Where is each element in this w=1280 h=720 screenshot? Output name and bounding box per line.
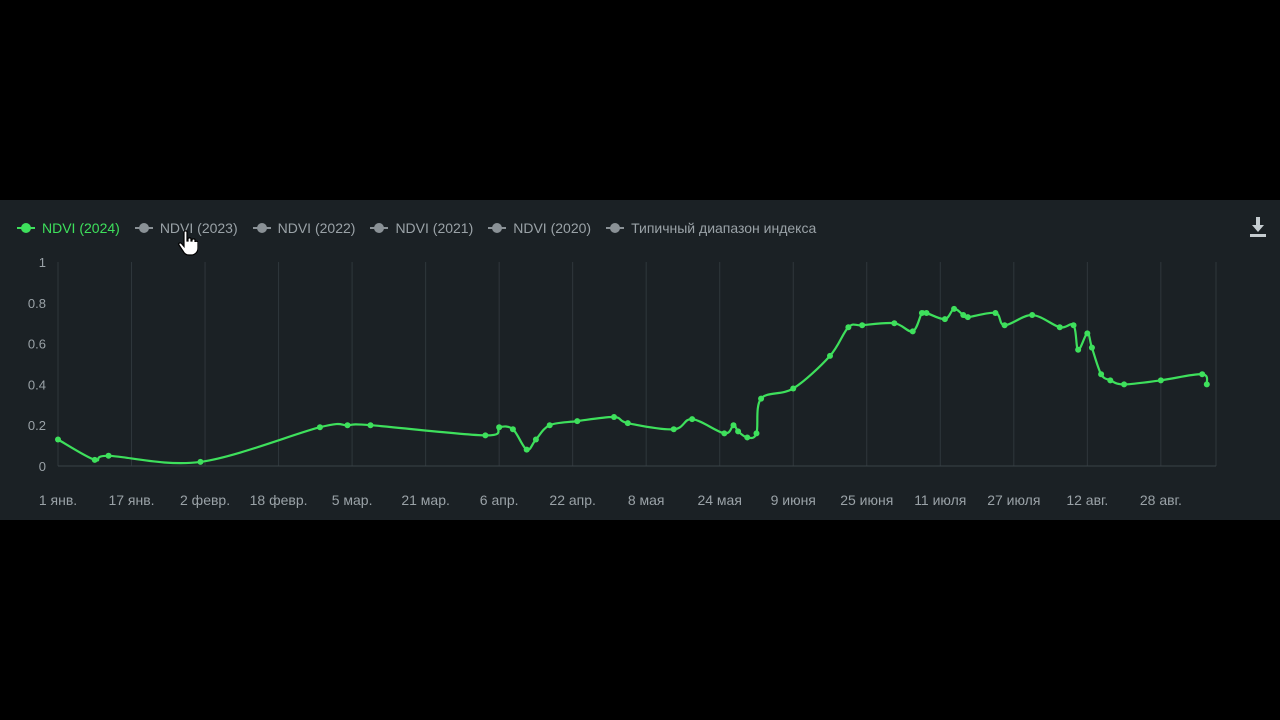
data-point (1088, 344, 1095, 351)
data-point (923, 310, 930, 316)
y-tick-label: 0 (39, 459, 46, 474)
data-point (367, 422, 374, 429)
legend-label: NDVI (2021) (395, 220, 474, 236)
data-point (1121, 381, 1128, 388)
data-point (523, 446, 530, 453)
data-point (496, 424, 503, 431)
data-point (482, 432, 489, 439)
series-line (57, 307, 1209, 465)
data-point (918, 310, 925, 316)
data-point (574, 418, 581, 425)
data-point (344, 422, 351, 429)
data-point (532, 436, 539, 443)
y-tick-label: 0.2 (28, 418, 46, 433)
data-point (827, 352, 833, 359)
x-tick-label: 11 июля (914, 492, 966, 508)
y-tick-label: 0.8 (28, 296, 46, 311)
legend-marker-icon (16, 222, 36, 234)
data-point (1075, 346, 1082, 353)
data-point (960, 312, 967, 319)
legend-item-5[interactable]: Типичный диапазон индекса (605, 220, 816, 236)
data-point (316, 424, 323, 431)
data-point (730, 422, 737, 429)
data-point (1098, 371, 1105, 378)
legend-label: Типичный диапазон индекса (631, 220, 817, 236)
legend-marker-icon (134, 222, 154, 234)
data-point (744, 434, 751, 441)
data-point (845, 324, 852, 331)
x-tick-label: 21 мар. (401, 492, 450, 508)
data-point (624, 420, 631, 427)
data-point (1001, 322, 1008, 329)
data-point (105, 452, 112, 459)
legend-label: NDVI (2024) (42, 220, 120, 236)
data-point (689, 416, 696, 423)
legend-item-4[interactable]: NDVI (2020) (487, 220, 591, 236)
data-point (1199, 371, 1206, 378)
x-tick-label: 22 апр. (549, 492, 596, 508)
ndvi-line-chart: 0 0.2 0.4 0.6 0.8 1 1 янв. 17 янв. 2 февр. 18 фев… (28, 255, 1217, 508)
legend-marker-icon (369, 222, 389, 234)
data-point (1107, 377, 1114, 384)
y-tick-label: 1 (39, 255, 46, 270)
data-point (1084, 330, 1091, 337)
download-icon[interactable] (1248, 216, 1268, 238)
y-tick-label: 0.6 (28, 337, 46, 352)
data-point (55, 436, 61, 443)
x-tick-label: 27 июля (987, 492, 1040, 508)
data-point (670, 426, 677, 433)
x-tick-label: 2 февр. (180, 492, 230, 508)
data-point (509, 426, 516, 433)
x-tick-label: 8 мая (628, 492, 665, 508)
data-point (611, 414, 618, 421)
x-tick-label: 9 июня (771, 492, 816, 508)
legend-marker-icon (487, 222, 507, 234)
legend-label: NDVI (2023) (159, 220, 238, 236)
legend-item-2[interactable]: NDVI (2022) (252, 220, 356, 236)
legend-label: NDVI (2022) (277, 220, 356, 236)
data-point (753, 430, 760, 437)
x-tick-label: 25 июня (840, 492, 893, 508)
legend-item-3[interactable]: NDVI (2021) (369, 220, 473, 236)
data-point (735, 428, 742, 435)
data-point (859, 322, 866, 329)
data-point (1056, 324, 1063, 331)
x-tick-label: 18 февр. (250, 492, 308, 508)
x-tick-label: 28 авг. (1140, 492, 1182, 508)
x-tick-label: 5 мар. (332, 492, 373, 508)
data-point (891, 320, 898, 327)
data-point (909, 328, 916, 335)
x-tick-label: 1 янв. (39, 492, 77, 508)
legend-label: NDVI (2020) (513, 220, 592, 236)
data-point (790, 385, 797, 392)
x-tick-label: 12 авг. (1066, 492, 1108, 508)
data-point (1029, 312, 1036, 319)
data-point (758, 395, 765, 402)
data-point (721, 430, 728, 437)
legend-marker-icon (605, 222, 625, 234)
y-tick-label: 0.4 (28, 377, 46, 392)
chart-legend: NDVI (2024) NDVI (2023) NDVI (2022) NDVI (2… (16, 218, 830, 238)
data-point (197, 458, 204, 465)
data-point (964, 314, 971, 321)
legend-item-0[interactable]: NDVI (2024) (16, 220, 120, 236)
data-point (941, 316, 948, 323)
legend-item-1[interactable]: NDVI (2023) (134, 220, 238, 236)
data-point (1203, 381, 1210, 388)
data-point (91, 456, 98, 463)
x-tick-label: 24 мая (697, 492, 741, 508)
data-point (1157, 377, 1164, 384)
data-point (546, 422, 553, 429)
data-point (992, 310, 999, 316)
data-point (951, 305, 958, 312)
x-tick-label: 17 янв. (108, 492, 154, 508)
x-tick-label: 6 апр. (480, 492, 519, 508)
ndvi-chart-panel: NDVI (2024) NDVI (2023) NDVI (2022) NDVI (2… (0, 200, 1280, 520)
legend-marker-icon (252, 222, 272, 234)
data-point (1070, 322, 1077, 329)
